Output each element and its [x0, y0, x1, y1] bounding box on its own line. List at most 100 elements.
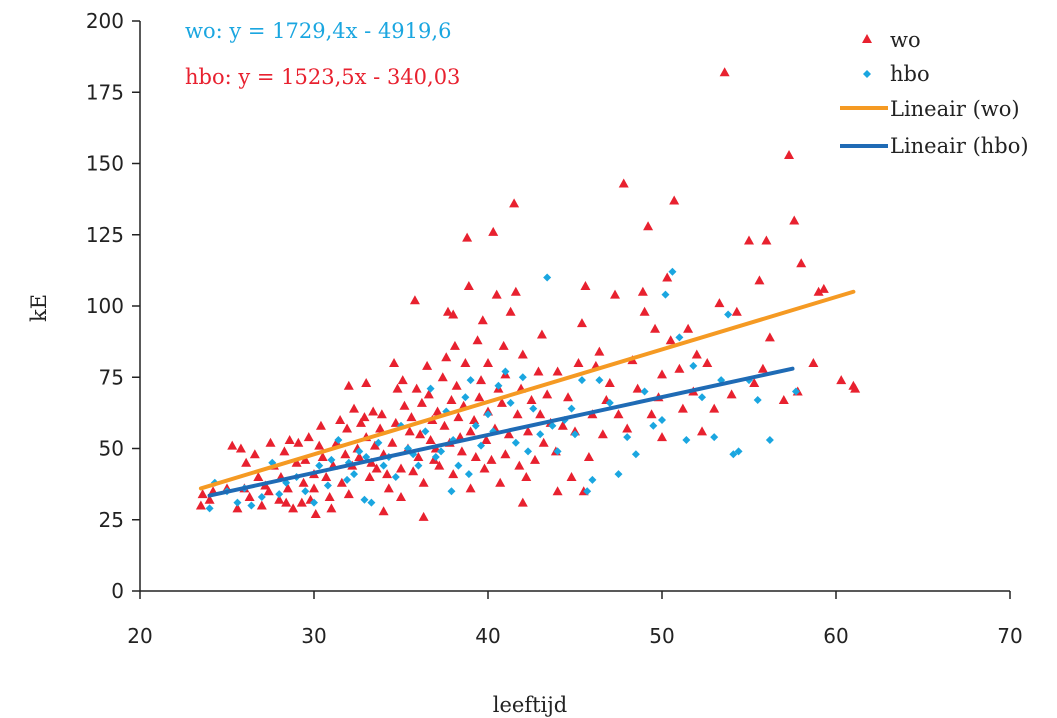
data-point-wo	[244, 491, 255, 501]
data-point-wo	[416, 397, 427, 407]
y-tick-label: 100	[86, 294, 124, 318]
data-point-wo	[744, 235, 754, 245]
data-point-wo	[563, 392, 574, 402]
data-point-wo	[483, 358, 493, 367]
data-point-wo	[517, 497, 528, 507]
data-point-hbo	[343, 475, 352, 484]
data-point-hbo	[471, 421, 480, 430]
data-point-wo	[610, 289, 621, 299]
data-point-wo	[369, 440, 380, 450]
data-point-wo	[309, 483, 319, 493]
legend-wo-label: wo	[890, 28, 921, 52]
data-point-hbo	[529, 404, 538, 413]
data-point-wo	[314, 440, 325, 450]
data-point-wo	[552, 366, 563, 376]
data-point-wo	[657, 432, 667, 442]
legend-trend-hbo-label: Lineair (hbo)	[890, 134, 1029, 158]
data-point-hbo	[524, 447, 533, 456]
data-point-wo	[465, 483, 476, 493]
data-point-hbo	[454, 461, 463, 470]
data-point-hbo	[327, 455, 336, 464]
data-point-wo	[227, 440, 238, 450]
data-point-hbo	[464, 470, 473, 479]
data-point-wo	[382, 469, 393, 479]
series-wo	[195, 67, 861, 521]
data-point-wo	[818, 283, 829, 293]
x-tick-label: 70	[997, 624, 1022, 648]
data-point-wo	[709, 403, 720, 413]
data-point-wo	[434, 460, 445, 470]
data-point-wo	[719, 67, 730, 77]
data-point-wo	[622, 423, 633, 433]
data-point-wo	[538, 437, 549, 447]
data-point-hbo	[753, 396, 762, 405]
data-point-hbo	[466, 376, 475, 385]
y-tick-label: 175	[86, 80, 124, 104]
data-point-wo	[279, 446, 290, 456]
data-point-hbo	[367, 498, 376, 507]
data-point-wo	[850, 383, 861, 393]
data-point-hbo	[623, 433, 632, 442]
legend-item-wo: wo	[862, 28, 921, 52]
data-point-wo	[665, 335, 676, 345]
data-point-wo	[404, 426, 415, 436]
data-point-wo	[521, 472, 532, 481]
data-point-wo	[317, 452, 328, 462]
data-point-wo	[509, 198, 520, 208]
data-point-wo	[249, 449, 260, 459]
data-point-wo	[683, 323, 694, 333]
data-point-wo	[576, 318, 587, 328]
data-point-hbo	[484, 410, 492, 419]
data-point-hbo	[668, 267, 677, 276]
y-tick-label: 50	[99, 437, 124, 461]
data-point-wo	[580, 281, 591, 291]
data-point-wo	[505, 306, 516, 316]
data-point-hbo	[658, 416, 666, 424]
data-point-wo	[315, 420, 326, 430]
legend-trend-wo-label: Lineair (wo)	[890, 97, 1020, 121]
data-point-wo	[342, 423, 353, 433]
data-point-wo	[604, 377, 615, 387]
data-point-wo	[500, 449, 511, 459]
data-point-wo	[265, 437, 276, 447]
data-point-wo	[383, 483, 394, 493]
data-point-wo	[355, 417, 366, 427]
data-point-hbo	[543, 273, 552, 282]
trendline-wo	[198, 289, 856, 491]
data-point-hbo	[710, 433, 719, 442]
data-point-wo	[389, 358, 400, 367]
data-point-wo	[813, 286, 824, 296]
data-point-hbo	[421, 427, 430, 436]
data-point-hbo	[355, 447, 364, 456]
data-point-wo	[757, 363, 768, 373]
data-point-wo	[632, 383, 643, 393]
data-point-hbo	[205, 504, 214, 513]
data-point-wo	[778, 395, 789, 405]
data-point-wo	[731, 306, 742, 316]
data-point-wo	[378, 506, 389, 516]
data-point-wo	[552, 486, 563, 496]
data-point-hbo	[447, 487, 456, 496]
data-point-wo	[422, 360, 433, 370]
data-point-wo	[293, 437, 304, 447]
legend-wo-marker	[862, 34, 872, 43]
axes	[132, 20, 1011, 599]
data-point-wo	[491, 289, 502, 299]
data-point-wo	[463, 281, 474, 291]
data-point-hbo	[518, 373, 527, 382]
data-point-wo	[503, 429, 514, 439]
legend-item-trend-hbo: Lineair (hbo)	[840, 134, 1029, 158]
data-point-wo	[263, 486, 274, 496]
data-point-hbo	[631, 450, 640, 459]
data-point-wo	[512, 409, 523, 419]
x-tick-label: 40	[475, 624, 500, 648]
data-point-wo	[691, 349, 702, 359]
data-point-wo	[274, 494, 285, 504]
data-point-hbo	[588, 475, 597, 484]
data-point-wo	[392, 383, 403, 393]
data-point-hbo	[583, 487, 592, 496]
data-point-hbo	[391, 473, 400, 481]
data-point-wo	[296, 497, 307, 507]
data-point-hbo	[698, 393, 707, 402]
data-point-wo	[669, 195, 680, 205]
